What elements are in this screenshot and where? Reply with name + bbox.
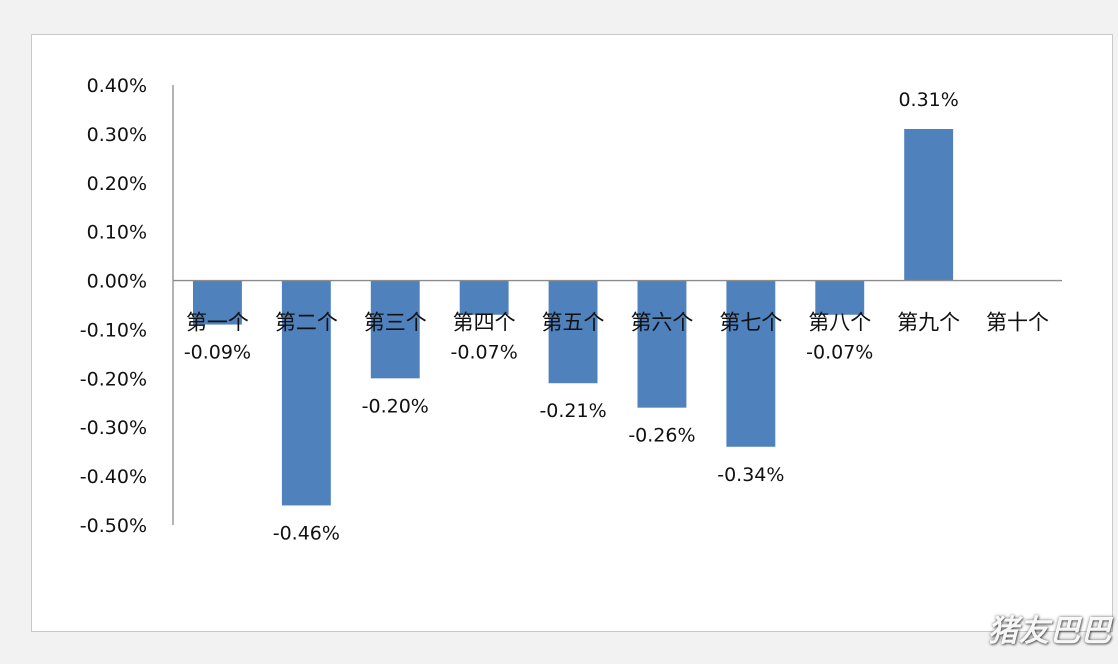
bar-chart: 0.40% 0.30% 0.20% 0.10% 0.00% -0.10% -0.20% -0.… <box>80 75 1062 544</box>
bar <box>548 280 598 384</box>
category-label: 第六个 <box>630 311 693 335</box>
y-tick-label: -0.10% <box>80 319 147 341</box>
y-tick-label: 0.00% <box>87 271 147 293</box>
category-label: 第五个 <box>542 311 605 335</box>
data-label: -0.46% <box>273 522 340 544</box>
bar <box>281 280 331 506</box>
bar <box>193 280 242 325</box>
y-tick-label: -0.30% <box>80 417 147 439</box>
y-tick-label: 0.30% <box>87 124 147 146</box>
category-label: 第八个 <box>808 311 871 335</box>
chart-frame: 0.40% 0.30% 0.20% 0.10% 0.00% -0.10% -0.20% -0.… <box>31 34 1113 632</box>
y-tick-label: 0.10% <box>87 222 147 244</box>
data-label: -0.34% <box>717 464 784 486</box>
data-label: -0.07% <box>451 342 518 364</box>
bar <box>726 280 776 447</box>
data-label: -0.09% <box>184 342 251 364</box>
data-label: -0.20% <box>362 395 429 417</box>
y-tick-label: -0.40% <box>80 466 147 488</box>
watermark-text: 猪友巴巴 <box>988 614 1112 649</box>
data-label: -0.07% <box>806 342 873 364</box>
y-tick-label: 0.40% <box>87 75 147 97</box>
category-label: 第四个 <box>453 311 516 335</box>
category-label: 第七个 <box>719 311 782 335</box>
category-label: 第三个 <box>364 311 427 335</box>
bar <box>904 129 954 281</box>
bar <box>637 280 687 408</box>
data-label: -0.26% <box>628 425 695 447</box>
category-label: 第二个 <box>275 311 338 335</box>
y-tick-label: -0.50% <box>80 515 147 537</box>
bar <box>459 280 509 315</box>
data-label: -0.21% <box>539 400 606 422</box>
category-label: 第一个 <box>186 311 249 335</box>
data-label: 0.31% <box>898 89 958 111</box>
category-label: 第十个 <box>986 311 1049 335</box>
y-tick-label: 0.20% <box>87 173 147 195</box>
bar <box>815 280 865 315</box>
category-label: 第九个 <box>897 311 960 335</box>
bar <box>370 280 420 379</box>
y-tick-label: -0.20% <box>80 368 147 390</box>
